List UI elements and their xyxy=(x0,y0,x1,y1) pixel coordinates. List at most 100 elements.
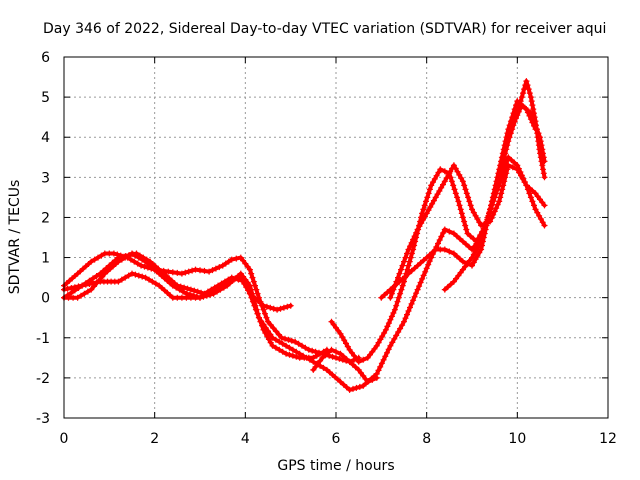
data-point xyxy=(494,201,501,208)
data-point xyxy=(428,182,435,189)
series-9 xyxy=(310,346,380,385)
data-point xyxy=(246,282,253,289)
data-point xyxy=(529,102,536,109)
data-point xyxy=(217,286,224,293)
data-point xyxy=(507,130,514,137)
data-point xyxy=(430,179,436,186)
data-point xyxy=(405,262,412,269)
data-point xyxy=(269,342,276,349)
data-point xyxy=(252,302,259,309)
data-point xyxy=(423,254,430,261)
data-point xyxy=(444,284,451,290)
data-point xyxy=(333,354,339,361)
data-point xyxy=(93,273,100,279)
data-point xyxy=(254,310,261,317)
x-tick-labels: 0 2 4 6 8 10 12 xyxy=(60,431,617,447)
data-point xyxy=(435,240,441,247)
data-point xyxy=(443,175,450,182)
data-point xyxy=(450,230,457,237)
x-tick-label: 6 xyxy=(332,431,341,447)
data-point xyxy=(408,300,415,307)
data-point xyxy=(390,310,397,316)
data-point xyxy=(272,344,279,351)
data-point xyxy=(414,226,421,233)
data-point xyxy=(309,347,316,354)
data-point xyxy=(396,270,403,277)
data-point xyxy=(394,298,401,305)
data-point xyxy=(296,350,303,357)
data-point xyxy=(262,310,268,317)
data-point xyxy=(523,78,530,85)
data-point xyxy=(299,342,305,349)
data-point xyxy=(253,286,260,293)
data-point xyxy=(209,267,216,274)
x-tick-label: 2 xyxy=(150,431,159,447)
data-point xyxy=(465,194,472,201)
data-point xyxy=(454,168,461,175)
data-point xyxy=(523,106,530,113)
data-point xyxy=(437,166,444,173)
data-point xyxy=(276,338,283,345)
data-point xyxy=(461,218,468,225)
data-point xyxy=(450,162,457,169)
data-point xyxy=(492,186,499,193)
chart-title: Day 346 of 2022, Sidereal Day-to-day VTE… xyxy=(43,21,606,37)
data-point xyxy=(286,344,293,351)
data-point xyxy=(131,258,138,265)
data-point xyxy=(399,262,406,269)
data-point xyxy=(258,318,265,325)
data-point xyxy=(456,171,463,178)
data-point xyxy=(484,214,491,221)
data-point xyxy=(387,294,394,301)
data-point xyxy=(275,331,282,338)
data-point xyxy=(420,206,427,213)
data-point xyxy=(404,266,411,273)
data-point xyxy=(416,223,423,230)
data-point xyxy=(520,90,526,97)
data-point xyxy=(98,252,105,259)
data-point xyxy=(503,170,510,177)
data-point xyxy=(267,339,274,346)
data-point xyxy=(499,186,506,193)
data-point xyxy=(489,198,496,205)
data-point xyxy=(464,230,471,237)
data-point xyxy=(343,384,350,391)
data-point xyxy=(384,323,391,330)
data-point xyxy=(410,236,417,243)
data-point xyxy=(474,253,481,259)
data-point xyxy=(182,269,189,276)
data-point xyxy=(456,202,463,209)
data-point xyxy=(476,241,483,248)
data-point xyxy=(493,205,500,212)
data-point xyxy=(388,290,395,297)
y-tick-label: 5 xyxy=(41,90,50,106)
data-point xyxy=(149,278,156,285)
data-point xyxy=(416,283,423,290)
data-point xyxy=(493,182,500,189)
data-point xyxy=(448,178,455,185)
data-point xyxy=(88,286,95,293)
data-point xyxy=(339,334,346,340)
data-point xyxy=(356,383,363,390)
y-axis-label: SDTVAR / TECUs xyxy=(7,180,23,295)
data-point xyxy=(317,350,324,357)
data-point xyxy=(88,258,95,265)
data-point xyxy=(499,162,506,169)
data-point xyxy=(78,292,84,299)
y-tick-label: -1 xyxy=(36,331,50,347)
data-point xyxy=(469,262,475,269)
data-point xyxy=(381,292,388,298)
data-point xyxy=(265,328,271,335)
data-point xyxy=(201,267,208,274)
data-point xyxy=(194,288,201,295)
data-point xyxy=(389,339,396,346)
data-point xyxy=(346,386,353,393)
data-point xyxy=(206,268,213,275)
data-point xyxy=(337,378,344,385)
data-point xyxy=(463,241,469,248)
data-point xyxy=(529,198,536,205)
data-point xyxy=(491,190,498,197)
data-point xyxy=(516,102,523,109)
data-point xyxy=(511,118,518,125)
data-point xyxy=(469,254,475,261)
